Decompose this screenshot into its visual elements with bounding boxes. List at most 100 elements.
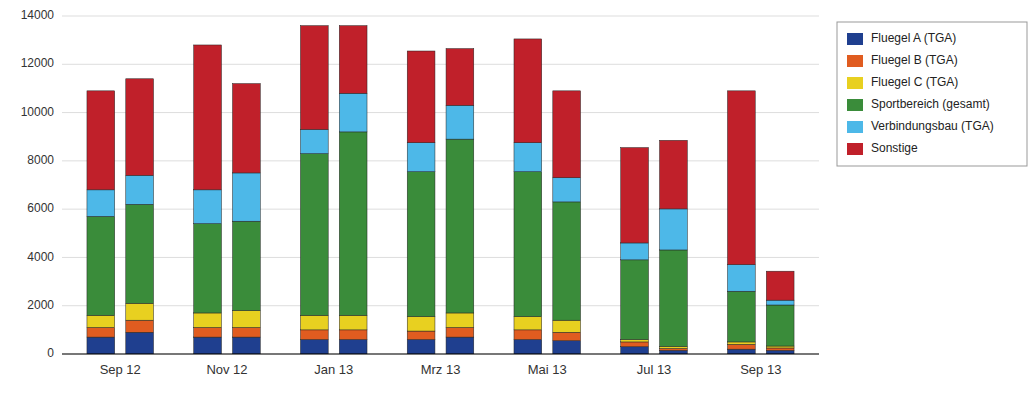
series: [87, 303, 794, 348]
bar-segment: [126, 175, 154, 204]
bar-segment: [766, 305, 794, 346]
bar-segment: [727, 291, 755, 342]
bar-segment: [766, 300, 794, 305]
legend-swatch: [847, 143, 863, 155]
bar-segment: [300, 340, 328, 354]
bar-segment: [233, 327, 261, 337]
bar-segment: [126, 204, 154, 303]
bar-segment: [87, 216, 115, 315]
bar-segment: [87, 91, 115, 190]
bar-segment: [727, 349, 755, 354]
bar-segment: [621, 148, 649, 243]
bar-segment: [766, 348, 794, 350]
bar-segment: [300, 330, 328, 340]
x-tick-label: Mrz 13: [421, 362, 461, 377]
bar-segment: [233, 311, 261, 328]
bar-segment: [339, 330, 367, 340]
legend-label: Fluegel B (TGA): [871, 53, 958, 67]
y-tick-label: 8000: [27, 153, 54, 167]
bar-segment: [727, 342, 755, 344]
legend: Fluegel A (TGA) Fluegel B (TGA) Fluegel C …: [837, 22, 1027, 166]
bar-segment: [766, 350, 794, 354]
bar-segment: [300, 315, 328, 329]
bar-segment: [660, 348, 688, 350]
bar-segment: [300, 26, 328, 130]
grid-line: [62, 16, 819, 17]
bar-segment: [727, 344, 755, 349]
bar-segment: [339, 93, 367, 132]
y-tick-label: 0: [47, 346, 54, 360]
bar-segment: [514, 39, 542, 143]
bar-segment: [233, 221, 261, 310]
legend-swatch: [847, 77, 863, 89]
bar-segment: [194, 313, 222, 327]
bar-segment: [407, 143, 435, 172]
bar-segment: [766, 271, 794, 300]
bar-segment: [300, 154, 328, 316]
chart-container: 02000400060008000100001200014000Sep 12No…: [0, 0, 1035, 394]
bar-segment: [126, 79, 154, 176]
legend-swatch: [847, 121, 863, 133]
bar-segment: [553, 341, 581, 354]
bar-segment: [446, 105, 474, 139]
series: [87, 320, 794, 350]
bar-segment: [233, 173, 261, 221]
series: [87, 26, 794, 301]
x-tick-label: Sep 12: [100, 362, 141, 377]
bar-segment: [126, 320, 154, 332]
bar-segment: [621, 347, 649, 354]
legend-swatch: [847, 99, 863, 111]
bar-segment: [553, 332, 581, 340]
legend-label: Fluegel A (TGA): [871, 31, 956, 45]
bar-segment: [446, 139, 474, 313]
legend-label: Sportbereich (gesamt): [871, 97, 990, 111]
bar-segment: [300, 129, 328, 153]
grid-line: [62, 305, 819, 306]
bar-segment: [194, 190, 222, 224]
series: [87, 332, 794, 354]
x-tick-label: Jan 13: [314, 362, 353, 377]
bar-segment: [407, 172, 435, 317]
bar-segment: [514, 317, 542, 330]
bar-segment: [553, 91, 581, 178]
bar-segment: [514, 340, 542, 354]
bar-segment: [660, 250, 688, 347]
bar-segment: [194, 337, 222, 354]
bar-segment: [446, 327, 474, 337]
bar-segment: [660, 209, 688, 250]
bar-segment: [446, 49, 474, 106]
bar-segment: [514, 172, 542, 317]
bar-segment: [126, 303, 154, 320]
y-tick-label: 14000: [21, 8, 55, 22]
bar-segment: [727, 265, 755, 292]
bar-segment: [194, 327, 222, 337]
bar-segment: [446, 337, 474, 354]
bar-segment: [621, 342, 649, 347]
legend-label: Verbindungsbau (TGA): [871, 119, 994, 133]
bar-segment: [407, 340, 435, 354]
legend-label: Sonstige: [871, 141, 918, 155]
legend-box: [837, 22, 1027, 166]
bar-segment: [194, 224, 222, 313]
bar-segment: [514, 330, 542, 340]
bar-segment: [407, 331, 435, 339]
bar-segment: [407, 51, 435, 143]
legend-label: Fluegel C (TGA): [871, 75, 958, 89]
bar-segment: [87, 327, 115, 337]
bar-segment: [233, 84, 261, 173]
grid: [62, 16, 819, 354]
bar-segment: [514, 143, 542, 172]
bar-segment: [87, 337, 115, 354]
bar-segment: [660, 140, 688, 209]
y-tick-label: 12000: [21, 56, 55, 70]
bar-segment: [621, 260, 649, 340]
legend-swatch: [847, 55, 863, 67]
bar-segment: [339, 315, 367, 329]
grid-line: [62, 160, 819, 161]
y-tick-label: 10000: [21, 105, 55, 119]
y-tick-label: 2000: [27, 298, 54, 312]
bar-segment: [407, 317, 435, 331]
y-axis: 02000400060008000100001200014000: [21, 8, 55, 360]
bar-segment: [553, 320, 581, 332]
bar-segment: [660, 347, 688, 349]
